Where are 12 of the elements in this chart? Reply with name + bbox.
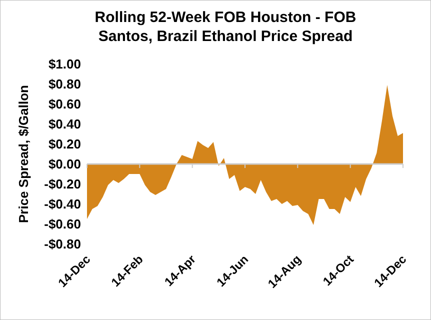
y-tick-label: $0.40: [48, 116, 81, 132]
y-tick-label: $0.20: [48, 136, 81, 152]
chart-title: Rolling 52-Week FOB Houston - FOB Santos, Brazil Ethanol Price Spread: [94, 9, 356, 45]
y-tick-label: -$0.60: [44, 216, 81, 232]
y-axis-title: Price Spread, $/Gallon: [16, 84, 31, 223]
y-tick-label: -$0.40: [44, 196, 81, 212]
y-tick-label: -$0.20: [44, 176, 81, 192]
y-tick-label: -$0.80: [44, 236, 81, 252]
y-tick-label: $0.60: [48, 96, 81, 112]
y-tick-label: $1.00: [48, 56, 81, 72]
y-tick-label: $0.00: [48, 156, 81, 172]
y-tick-label: $0.80: [48, 76, 81, 92]
